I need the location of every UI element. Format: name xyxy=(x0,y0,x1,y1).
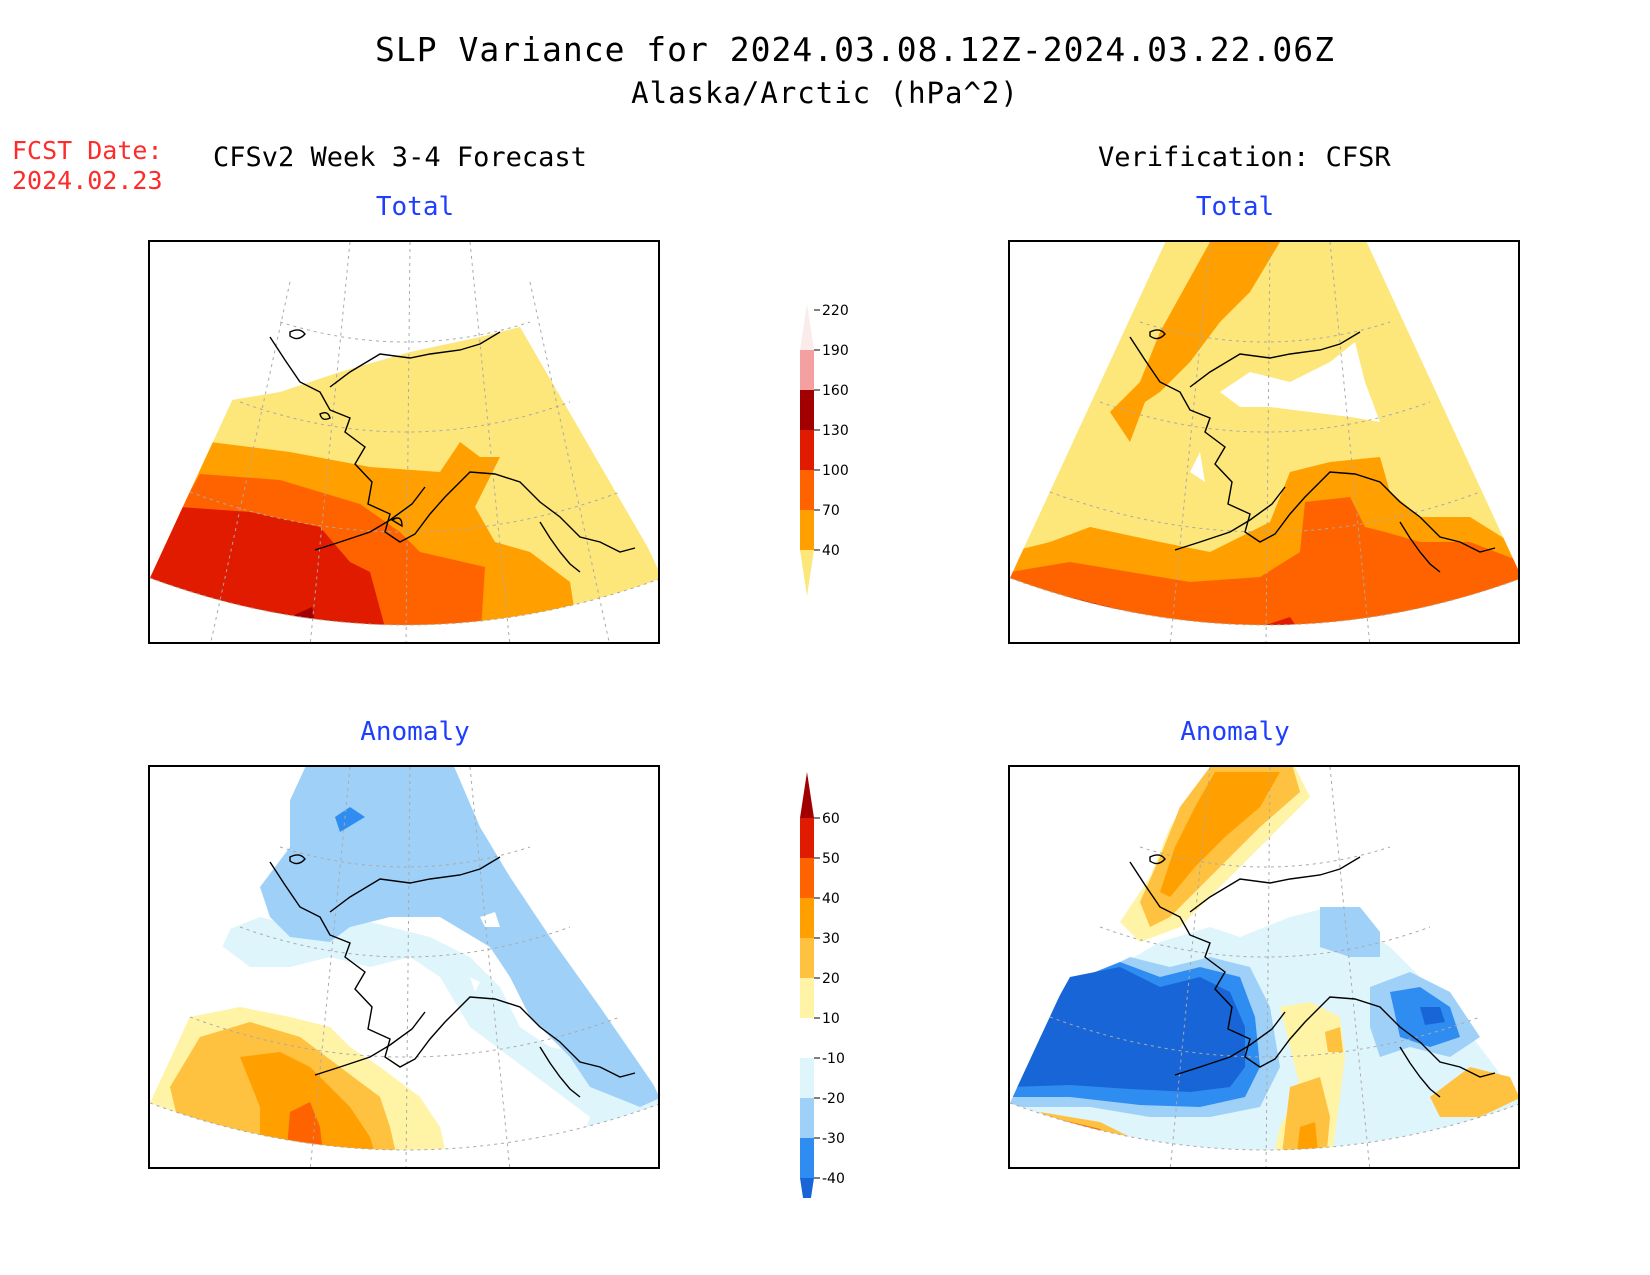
contour-100-130 xyxy=(1010,497,1518,625)
total-colorbar-tick-label: 100 xyxy=(822,463,849,479)
anomaly-colorbar-tick-label: 20 xyxy=(822,971,840,987)
anomaly-colorbar-swatch-4 xyxy=(800,1018,814,1058)
graticule xyxy=(150,767,658,1167)
total-colorbar-tick-label: 160 xyxy=(822,383,849,399)
coastline xyxy=(1129,854,1496,1098)
forecast-anomaly-map xyxy=(148,765,660,1169)
anomaly-colorbar-tick-label: 10 xyxy=(822,1011,840,1027)
contour-40-50 xyxy=(285,1102,325,1150)
contour-70-100-north xyxy=(1110,242,1280,442)
anomaly-colorbar-tick-label: 40 xyxy=(822,891,840,907)
verification-column-heading: Verification: CFSR xyxy=(1098,142,1391,173)
anomaly-colorbar-tick-label: -20 xyxy=(822,1091,845,1107)
total-colorbar-swatch-4 xyxy=(800,390,814,430)
anomaly-colorbar-swatch-2 xyxy=(800,1098,814,1138)
total-colorbar-swatch-5 xyxy=(800,350,814,390)
anomaly-colorbar-tick-label: -40 xyxy=(822,1171,845,1187)
forecast-total-title: Total xyxy=(375,192,455,222)
total-colorbar-tick-label: 220 xyxy=(822,303,849,319)
anomaly-colorbar-swatch-1 xyxy=(800,1138,814,1178)
map-subtitle: Alaska/Arctic (hPa^2) xyxy=(631,76,1019,110)
graticule xyxy=(1010,767,1518,1167)
contour-below-minus40 xyxy=(1010,967,1245,1092)
verif-anomaly-map xyxy=(1008,765,1520,1169)
map-title: SLP Variance for 2024.03.08.12Z-2024.03.… xyxy=(375,30,1335,69)
anomaly-colorbar: -40 -30 -20 -10 10 20 30 40 50 60 xyxy=(800,772,845,1198)
anomaly-colorbar-tick-label: 30 xyxy=(822,931,840,947)
total-colorbar-swatch-3 xyxy=(800,430,814,470)
contour-minus30-minus40 xyxy=(335,807,365,832)
anomaly-colorbar-swatch-10 xyxy=(800,772,814,818)
contour-below-40b xyxy=(1190,452,1205,482)
total-colorbar-tick-label: 70 xyxy=(822,503,840,519)
graticule xyxy=(1010,242,1518,642)
forecast-total-map xyxy=(148,240,660,644)
total-colorbar-swatch-1 xyxy=(800,510,814,550)
anomaly-colorbar-tick-label: 50 xyxy=(822,851,840,867)
anomaly-colorbar-tick-label: 60 xyxy=(822,811,840,827)
total-colorbar-tick-label: 40 xyxy=(822,543,840,559)
anomaly-colorbar-tick-label: -30 xyxy=(822,1131,845,1147)
anomaly-colorbar-swatch-9 xyxy=(800,818,814,858)
contour-minus20-minus30 xyxy=(260,767,658,1107)
anomaly-colorbar-swatch-0 xyxy=(800,1178,814,1198)
anomaly-colorbar-swatch-7 xyxy=(800,898,814,938)
graticule xyxy=(150,242,658,642)
total-colorbar-swatch-6 xyxy=(800,304,814,350)
total-colorbar-swatch-2 xyxy=(800,470,814,510)
contour-below-40 xyxy=(1220,342,1380,422)
coastline xyxy=(1129,329,1496,573)
verif-total-title: Total xyxy=(1195,192,1275,222)
forecast-anomaly-title: Anomaly xyxy=(360,717,470,747)
anomaly-colorbar-swatch-3 xyxy=(800,1058,814,1098)
coastline xyxy=(269,854,636,1098)
forecast-column-heading: CFSv2 Week 3-4 Forecast xyxy=(213,142,587,173)
verif-total-map xyxy=(1008,240,1520,644)
anomaly-colorbar-swatch-8 xyxy=(800,858,814,898)
verif-anomaly-title: Anomaly xyxy=(1180,717,1290,747)
total-colorbar-swatch-0 xyxy=(800,550,814,596)
total-colorbar-tick-label: 130 xyxy=(822,423,849,439)
anomaly-colorbar-tick-label: -10 xyxy=(822,1051,845,1067)
anomaly-colorbar-swatch-6 xyxy=(800,938,814,978)
coastline xyxy=(269,329,636,573)
contour-30-40-north xyxy=(1160,772,1280,897)
forecast-date-label: FCST Date: xyxy=(12,136,163,165)
anomaly-colorbar-swatch-5 xyxy=(800,978,814,1018)
total-colorbar-tick-label: 190 xyxy=(822,343,849,359)
contour-minus20-minus30-b xyxy=(1320,907,1380,957)
forecast-date-value: 2024.02.23 xyxy=(12,166,163,195)
total-colorbar: 40 70 100 130 160 190 220 xyxy=(800,303,849,596)
